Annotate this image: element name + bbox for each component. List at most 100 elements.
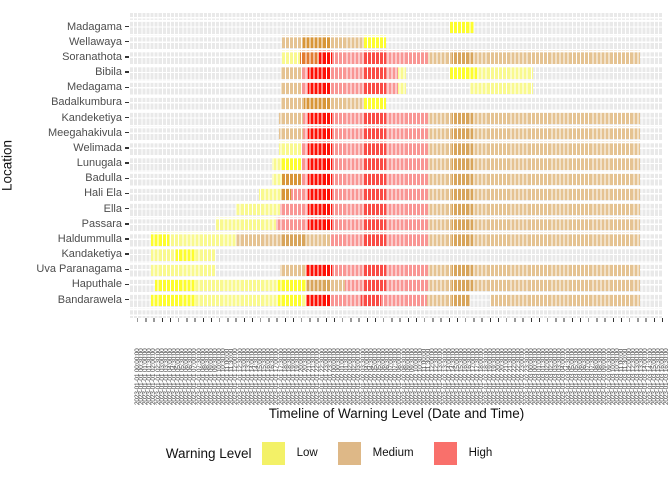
heat-segment: [386, 111, 429, 125]
heat-segment: [280, 186, 292, 201]
x-axis-tick-label: 2023-01-03 16:30:00: [662, 348, 670, 405]
heat-segment: [451, 156, 474, 170]
heat-segment: [451, 262, 474, 276]
y-axis-tick: [125, 238, 129, 240]
y-axis-title: Location: [0, 139, 15, 192]
heat-segment: [196, 247, 215, 261]
heat-segment: [150, 247, 176, 261]
y-axis-label: Passara: [81, 217, 122, 230]
heat-segment: [489, 293, 641, 307]
heat-segment: [428, 262, 452, 276]
heat-segment: [363, 186, 387, 201]
heat-segment: [307, 65, 331, 79]
heat-segment: [451, 50, 474, 64]
y-axis-label: Ella: [103, 202, 122, 215]
legend: Warning Level Low Medium High: [0, 438, 672, 468]
heat-segment: [303, 95, 331, 110]
heat-segment: [451, 171, 474, 185]
heat-segment: [332, 111, 364, 125]
heat-segment: [363, 111, 387, 125]
y-axis-tick: [125, 86, 129, 88]
y-axis-label: Bibila: [95, 66, 122, 79]
heat-segment: [473, 186, 641, 201]
heat-segment: [386, 50, 429, 64]
heat-segment: [477, 65, 534, 79]
y-axis-tick: [125, 162, 129, 164]
heat-segment: [451, 111, 474, 125]
heat-segment: [451, 202, 474, 216]
y-axis-label: Haldummulla: [57, 232, 122, 245]
heat-segment: [307, 186, 333, 201]
heat-segment: [259, 186, 281, 201]
heat-segment: [363, 141, 387, 155]
heat-segment: [386, 171, 429, 185]
y-axis-tick: [125, 223, 129, 225]
legend-swatch-low: [261, 441, 285, 465]
heat-segment: [330, 277, 345, 292]
heat-segment: [398, 80, 406, 94]
y-axis-label: Soranathota: [62, 50, 122, 63]
heat-segment: [330, 35, 364, 49]
heat-segment: [386, 202, 429, 216]
y-axis-tick: [125, 298, 129, 301]
heat-segment: [363, 217, 387, 231]
heat-segment: [168, 232, 237, 246]
heat-segment: [428, 232, 452, 246]
heat-segment: [428, 186, 452, 201]
heat-segment: [451, 217, 474, 231]
heat-segment: [398, 65, 406, 79]
heat-segment: [280, 156, 303, 170]
heat-segment: [473, 171, 641, 185]
heat-segment: [291, 186, 308, 201]
y-axis-tick: [125, 147, 129, 149]
heat-segment: [428, 202, 452, 216]
y-axis-label: Kandaketiya: [61, 248, 122, 261]
heat-segment: [428, 50, 452, 64]
heat-segment: [307, 156, 333, 170]
heat-segment: [363, 35, 387, 49]
heat-segment: [150, 232, 169, 246]
heat-segment: [428, 126, 452, 140]
heat-segment: [363, 95, 387, 110]
legend-swatch-high: [433, 441, 457, 465]
heat-segment: [307, 217, 333, 231]
heat-segment: [330, 232, 364, 246]
heat-segment: [278, 141, 303, 155]
y-axis-label: Badulla: [85, 172, 122, 185]
heat-segment: [280, 202, 308, 216]
heat-segment: [473, 141, 641, 155]
y-axis-tick: [125, 177, 129, 179]
heat-segment: [280, 262, 307, 276]
y-axis-tick: [125, 253, 129, 255]
heat-segment: [451, 293, 470, 307]
y-axis-label: Bandarawela: [57, 293, 122, 306]
y-axis-label: Badalkumbura: [51, 96, 122, 109]
heat-segment: [386, 80, 399, 94]
y-axis-label: Hali Ela: [84, 187, 122, 200]
heat-segment: [470, 80, 534, 94]
heat-segment: [428, 141, 452, 155]
heat-segment: [300, 171, 308, 185]
heat-segment: [282, 171, 301, 185]
heat-segment: [332, 50, 364, 64]
heat-segment: [386, 141, 429, 155]
heat-segment: [280, 95, 304, 110]
heat-segment: [428, 111, 452, 125]
y-axis-label: Lunugala: [76, 157, 122, 170]
y-axis-tick: [125, 56, 129, 58]
heat-segment: [236, 232, 281, 246]
legend-label-medium: Medium: [372, 447, 414, 459]
heat-segment: [307, 141, 333, 155]
heat-segment: [175, 247, 196, 261]
heat-segment: [305, 293, 331, 307]
heat-segment: [473, 262, 641, 276]
heat-segment: [332, 202, 364, 216]
heat-segment: [306, 232, 331, 246]
y-axis-tick: [125, 132, 129, 134]
heat-segment: [332, 141, 364, 155]
heat-segment: [330, 95, 364, 110]
heat-segment: [318, 50, 333, 64]
heat-segment: [386, 186, 429, 201]
legend-swatch-medium: [337, 441, 361, 465]
